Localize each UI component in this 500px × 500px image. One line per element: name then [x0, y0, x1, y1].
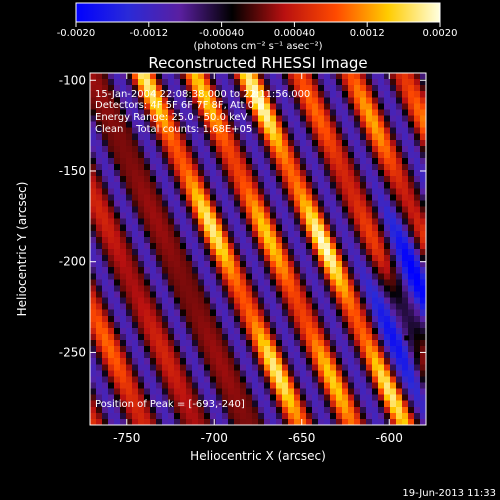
colorbar-tick-label: -0.0020 [57, 28, 96, 39]
colorbar-tick-label: 0.0020 [423, 28, 458, 39]
info-text: 15-Jan-2004 22:08:38.000 to 22:11:56.000… [95, 89, 310, 135]
colorbar-ticks: -0.0020 -0.0012 -0.00040 0.00040 0.0012 0.002… [57, 22, 458, 39]
y-tick-label: -250 [59, 345, 86, 359]
colorbar-unit-label: (photons cm⁻² s⁻¹ asec⁻²) [193, 41, 322, 52]
colorbar-tick-label: 0.0012 [350, 28, 385, 39]
peak-position-label: Position of Peak = [-693,-240] [95, 399, 245, 410]
axis-ticks: -750 -700 -650 -600 -100 -150 -200 -250 [59, 73, 426, 445]
y-tick-label: -100 [59, 73, 86, 87]
heatmap-image [90, 73, 426, 425]
x-tick-label: -600 [376, 431, 403, 445]
chart-title: Reconstructed RHESSI Image [148, 54, 367, 72]
colorbar [75, 2, 441, 23]
info-line-counts: Clean Total counts: 1.68E+05 [95, 124, 252, 135]
y-tick-label: -200 [59, 255, 86, 269]
plot-frame [89, 72, 427, 426]
info-line-energy: Energy Range: 25.0 - 50.0 keV [95, 112, 248, 123]
peak-marker [404, 335, 410, 341]
y-axis-label: Heliocentric Y (arcsec) [15, 182, 29, 317]
x-tick-label: -700 [201, 431, 228, 445]
x-tick-label: -750 [113, 431, 140, 445]
y-tick-label: -150 [59, 164, 86, 178]
x-axis-label: Heliocentric X (arcsec) [190, 449, 326, 463]
colorbar-tick-label: 0.00040 [274, 28, 315, 39]
x-tick-label: -650 [288, 431, 315, 445]
colorbar-tick-label: -0.0012 [129, 28, 168, 39]
footer-timestamp: 19-Jun-2013 11:33 [402, 488, 496, 499]
colorbar-tick-label: -0.00040 [199, 28, 244, 39]
info-line-time: 15-Jan-2004 22:08:38.000 to 22:11:56.000 [95, 89, 310, 100]
info-line-detectors: Detectors: 4F 5F 6F 7F 8F, Att 0 [95, 100, 254, 111]
